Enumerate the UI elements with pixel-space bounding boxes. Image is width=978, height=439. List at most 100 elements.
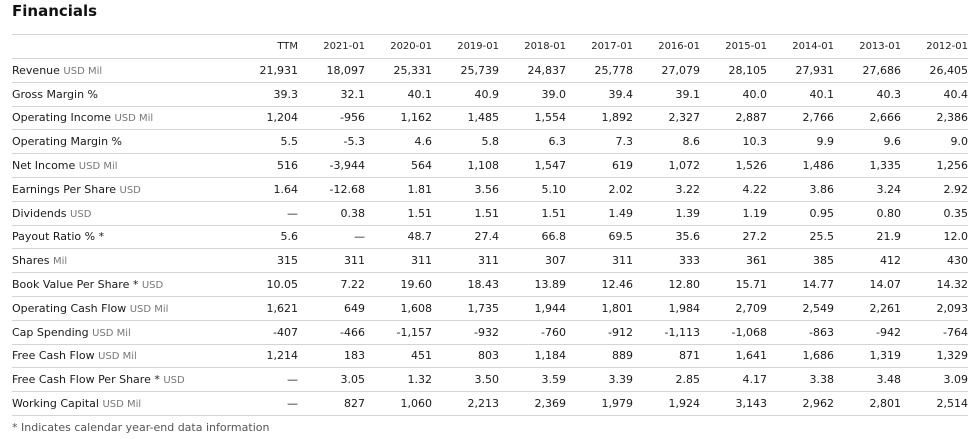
value-cell: 2,213 xyxy=(432,391,499,416)
value-cell: 1.81 xyxy=(365,176,432,202)
value-cell: 619 xyxy=(566,153,633,178)
value-cell: 307 xyxy=(499,248,566,273)
row-label-cell: Operating Cash Flow USD Mil xyxy=(12,295,231,321)
value-cell: 1,984 xyxy=(633,295,700,321)
value-cell: 1,892 xyxy=(566,105,633,130)
value-cell: -3,944 xyxy=(298,153,365,178)
value-cell: 1,319 xyxy=(834,343,901,368)
value-cell: 10.3 xyxy=(700,129,767,154)
value-cell: 1.39 xyxy=(633,200,700,226)
row-label-cell: Payout Ratio % * xyxy=(12,224,231,249)
row-unit: USD Mil xyxy=(114,113,154,125)
value-cell: -466 xyxy=(298,319,365,345)
value-cell: 803 xyxy=(432,343,499,368)
value-cell: 5.8 xyxy=(432,129,499,154)
value-cell: 3.48 xyxy=(834,367,901,392)
row-unit: USD Mil xyxy=(129,303,169,315)
value-cell: -912 xyxy=(566,319,633,345)
column-header: 2016-01 xyxy=(633,34,700,59)
value-cell: -12.68 xyxy=(298,176,365,202)
value-cell: 3.38 xyxy=(767,367,834,392)
value-cell: 12.80 xyxy=(633,272,700,297)
value-cell: 649 xyxy=(298,295,365,321)
row-label-cell: Working Capital USD Mil xyxy=(12,391,231,416)
row-unit: USD Mil xyxy=(63,65,103,77)
value-cell: -1,157 xyxy=(365,319,432,345)
table-row: Operating Margin % 5.5 -5.3 4.6 5.8 6.3 7.3 8.6… xyxy=(12,129,968,154)
column-header: 2013-01 xyxy=(834,34,901,59)
row-label: Free Cash Flow xyxy=(12,349,95,363)
value-cell: 4.6 xyxy=(365,129,432,154)
value-cell: 2,261 xyxy=(834,295,901,321)
row-label-cell: Shares Mil xyxy=(12,248,231,273)
row-label-cell: Earnings Per Share USD xyxy=(12,176,231,202)
value-cell: 1.49 xyxy=(566,200,633,226)
value-cell: 311 xyxy=(566,248,633,273)
value-cell: 4.17 xyxy=(700,367,767,392)
header-row: TTM 2021-01 2020-01 2019-01 2018-01 2017-01 20… xyxy=(12,34,968,59)
value-cell: 6.3 xyxy=(499,129,566,154)
row-unit: USD Mil xyxy=(92,327,131,339)
value-cell: 39.0 xyxy=(499,81,566,107)
value-cell: 1,924 xyxy=(633,391,700,416)
value-cell: 18,097 xyxy=(298,58,365,83)
header-label-cell xyxy=(12,34,231,59)
value-cell: 889 xyxy=(566,343,633,368)
value-cell: 3.86 xyxy=(767,176,834,202)
row-label-cell: Operating Margin % xyxy=(12,129,231,154)
value-cell: 1,060 xyxy=(365,391,432,416)
column-header: TTM xyxy=(231,34,298,59)
column-header: 2017-01 xyxy=(566,34,633,59)
value-cell: -764 xyxy=(901,319,968,345)
value-cell: 1,641 xyxy=(700,343,767,368)
row-label: Free Cash Flow Per Share * xyxy=(12,373,160,387)
value-cell: 2,887 xyxy=(700,105,767,130)
table-row: Payout Ratio % * 5.6—48.7 27.4 66.8 69.5 35.6… xyxy=(12,224,968,249)
value-cell: 333 xyxy=(633,248,700,273)
table-row: Working Capital USD Mil —827 1,060 2,213 2,3… xyxy=(12,391,968,416)
value-cell: 3.50 xyxy=(432,367,499,392)
value-cell: 451 xyxy=(365,343,432,368)
value-cell: 3.05 xyxy=(298,367,365,392)
value-cell: 0.80 xyxy=(834,200,901,226)
section-title: Financials xyxy=(12,2,98,20)
value-cell: 1,329 xyxy=(901,343,968,368)
value-cell: 21.9 xyxy=(834,224,901,249)
value-cell: 5.6 xyxy=(231,224,298,249)
value-cell: 2,386 xyxy=(901,105,968,130)
value-cell: 564 xyxy=(365,153,432,178)
value-cell: 40.9 xyxy=(432,81,499,107)
value-cell: 871 xyxy=(633,343,700,368)
value-cell: 27.4 xyxy=(432,224,499,249)
column-header: 2015-01 xyxy=(700,34,767,59)
value-cell: — xyxy=(231,200,298,226)
value-cell: 1,686 xyxy=(767,343,834,368)
value-cell: 311 xyxy=(432,248,499,273)
row-label: Dividends xyxy=(12,206,67,220)
table-row: Shares Mil 315 311 311 311 307 311 333 361 385 412… xyxy=(12,248,968,273)
value-cell: — xyxy=(231,391,298,416)
value-cell: 7.22 xyxy=(298,272,365,297)
table-row: Net Income USD Mil 516 -3,944 564 1,108 1,547… xyxy=(12,153,968,178)
value-cell: 14.77 xyxy=(767,272,834,297)
value-cell: 25,331 xyxy=(365,58,432,83)
table-row: Earnings Per Share USD 1.64 -12.68 1.81 3.56… xyxy=(12,176,968,202)
row-unit: USD xyxy=(141,280,164,292)
table-row: Cap Spending USD Mil -407 -466 -1,157 -932 -7… xyxy=(12,319,968,345)
value-cell: 1,979 xyxy=(566,391,633,416)
value-cell: 3.09 xyxy=(901,367,968,392)
value-cell: 12.0 xyxy=(901,224,968,249)
value-cell: 10.05 xyxy=(231,272,298,297)
value-cell: 1,485 xyxy=(432,105,499,130)
value-cell: -1,113 xyxy=(633,319,700,345)
table-row: Revenue USD Mil 21,931 18,097 25,331 25,739 2… xyxy=(12,58,968,83)
row-label: Revenue xyxy=(12,63,60,77)
row-label-cell: Cap Spending USD Mil xyxy=(12,319,231,345)
value-cell: 3.22 xyxy=(633,176,700,202)
row-label: Operating Margin % xyxy=(12,135,123,149)
value-cell: 9.0 xyxy=(901,129,968,154)
value-cell: -407 xyxy=(231,319,298,345)
row-label: Working Capital xyxy=(12,397,99,411)
value-cell: 1,608 xyxy=(365,295,432,321)
value-cell: 39.4 xyxy=(566,81,633,107)
